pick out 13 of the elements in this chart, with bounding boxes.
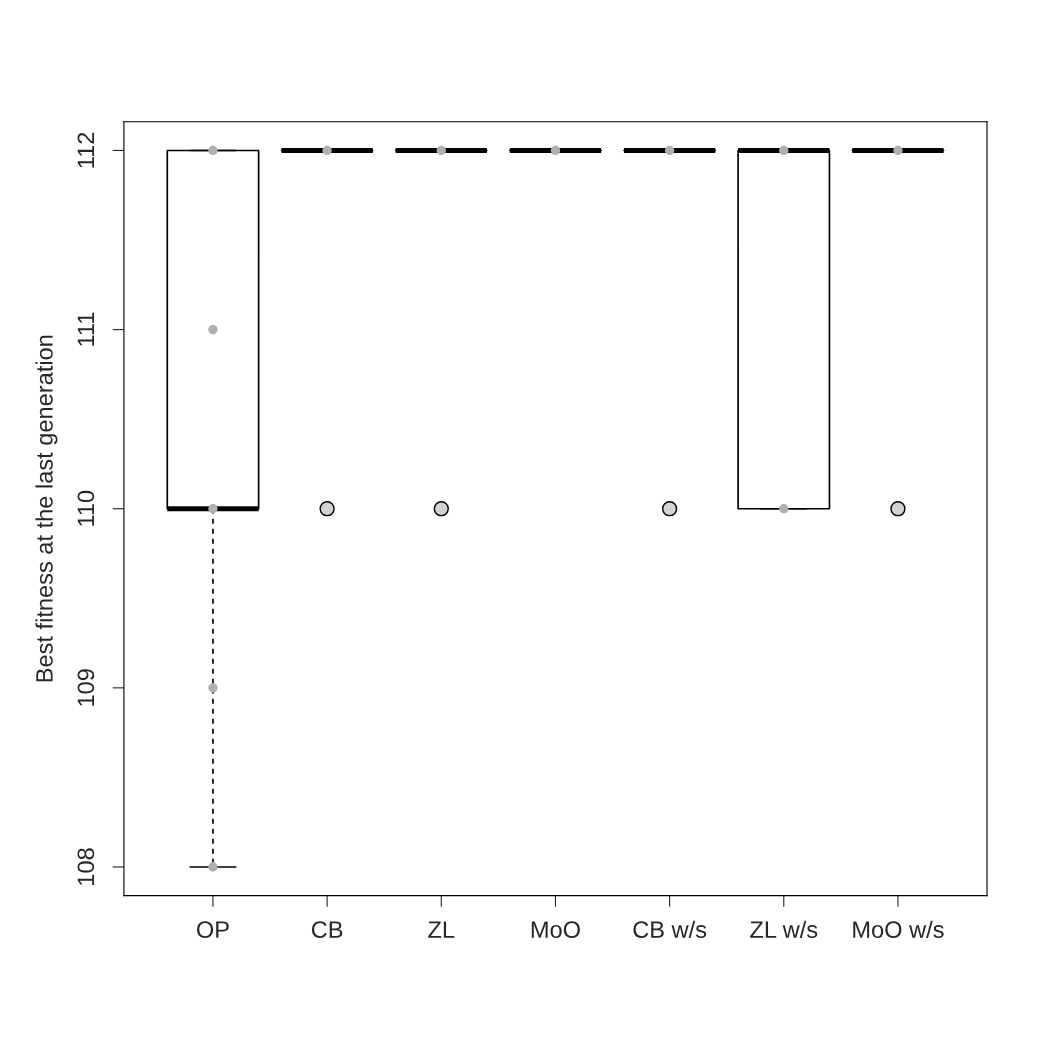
x-tick-label: OP <box>197 921 229 938</box>
y-axis-title: Best fitness at the last generation <box>35 335 58 682</box>
y-tick-label: 109 <box>77 669 95 706</box>
y-tick-label: 112 <box>77 132 94 168</box>
y-tick-label: 110 <box>77 490 95 526</box>
x-tick-label: MoO <box>531 921 580 938</box>
x-tick-label: ZL w/s <box>750 920 818 938</box>
x-tick-label: ZL <box>428 921 455 938</box>
x-tick-label: CB w/s <box>633 920 707 938</box>
y-tick-label: 111 <box>77 312 94 346</box>
y-tick-label: 108 <box>77 848 95 885</box>
x-tick-label: MoO w/s <box>853 920 944 938</box>
x-tick-label: CB <box>311 921 343 938</box>
